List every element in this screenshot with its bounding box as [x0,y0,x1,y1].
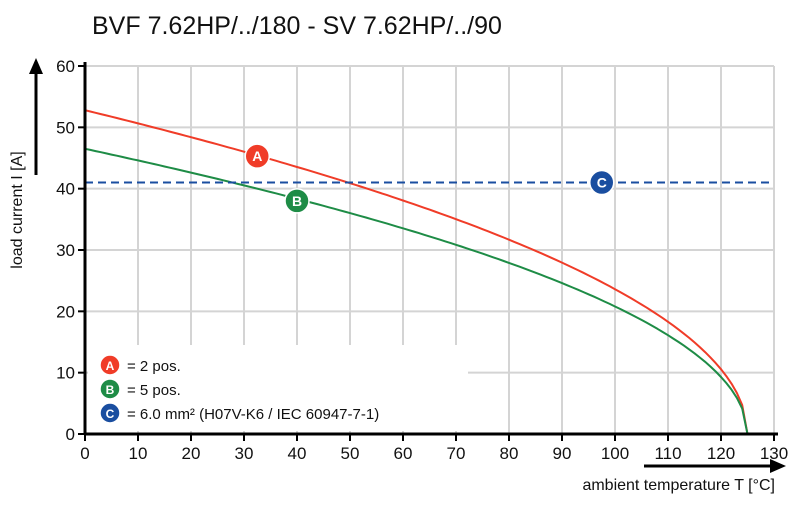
x-axis-label: ambient temperature T [°C] [582,477,775,494]
chart-title: BVF 7.62HP/../180 - SV 7.62HP/../90 [92,12,502,40]
x-tick-label: 50 [341,444,360,463]
marker-a-circle [244,143,270,169]
axes: 0 10 20 30 40 50 60 70 80 90 100 110 120 130 0 10 20 30 40… [56,57,788,463]
legend-text-c: = 6.0 mm² (H07V-K6 / IEC 60947-7-1) [127,406,379,423]
y-tick-label: 20 [56,302,75,321]
legend-text-a: = 2 pos. [127,358,181,375]
y-axis-arrowhead [29,58,43,74]
x-tick-label: 10 [129,444,148,463]
x-tick-label: 60 [394,444,413,463]
x-tick-label: 120 [707,444,735,463]
legend-marker-a-letter: A [106,359,115,373]
series-line-a [84,109,749,435]
series-layer: ABC [84,109,774,435]
y-tick-label: 60 [56,57,75,76]
x-tick-label: 0 [80,444,89,463]
marker-b-circle [284,188,310,214]
x-axis-arrowhead [770,459,786,473]
legend-marker-b-letter: B [106,383,115,397]
x-tick-label: 110 [654,444,681,463]
x-tick-label: 80 [500,444,519,463]
legend-marker-b-circle [99,378,121,400]
marker-b-letter: B [292,193,302,209]
x-axis-label-group: ambient temperature T [°C] [582,459,786,494]
marker-c-letter: C [597,175,607,191]
x-tick-label: 90 [553,444,572,463]
marker-a-letter: A [252,148,262,164]
y-tick-label: 10 [56,364,75,383]
legend-text-b: = 5 pos. [127,382,181,399]
x-tick-label: 100 [601,444,629,463]
y-tick-label: 0 [66,425,75,444]
legend: A = 2 pos. B = 5 pos. C = 6.0 mm² (H07V-K6 / … [99,354,379,424]
y-tick-label: 50 [56,118,75,137]
legend-marker-c-circle [99,402,121,424]
marker-c-circle [589,169,615,196]
y-axis-label: load current I [A] [9,151,26,268]
legend-marker-a-circle [99,354,121,376]
x-tick-label: 130 [760,444,788,463]
legend-background [88,345,468,431]
y-tick-label: 40 [56,180,75,199]
y-axis-label-group: load current I [A] [9,58,43,269]
x-tick-label: 30 [235,444,254,463]
series-line-b [84,147,749,435]
x-tick-label: 20 [182,444,201,463]
x-tick-label: 40 [288,444,307,463]
x-tick-label: 70 [447,444,466,463]
legend-marker-c-letter: C [106,407,115,421]
y-tick-label: 30 [56,241,75,260]
